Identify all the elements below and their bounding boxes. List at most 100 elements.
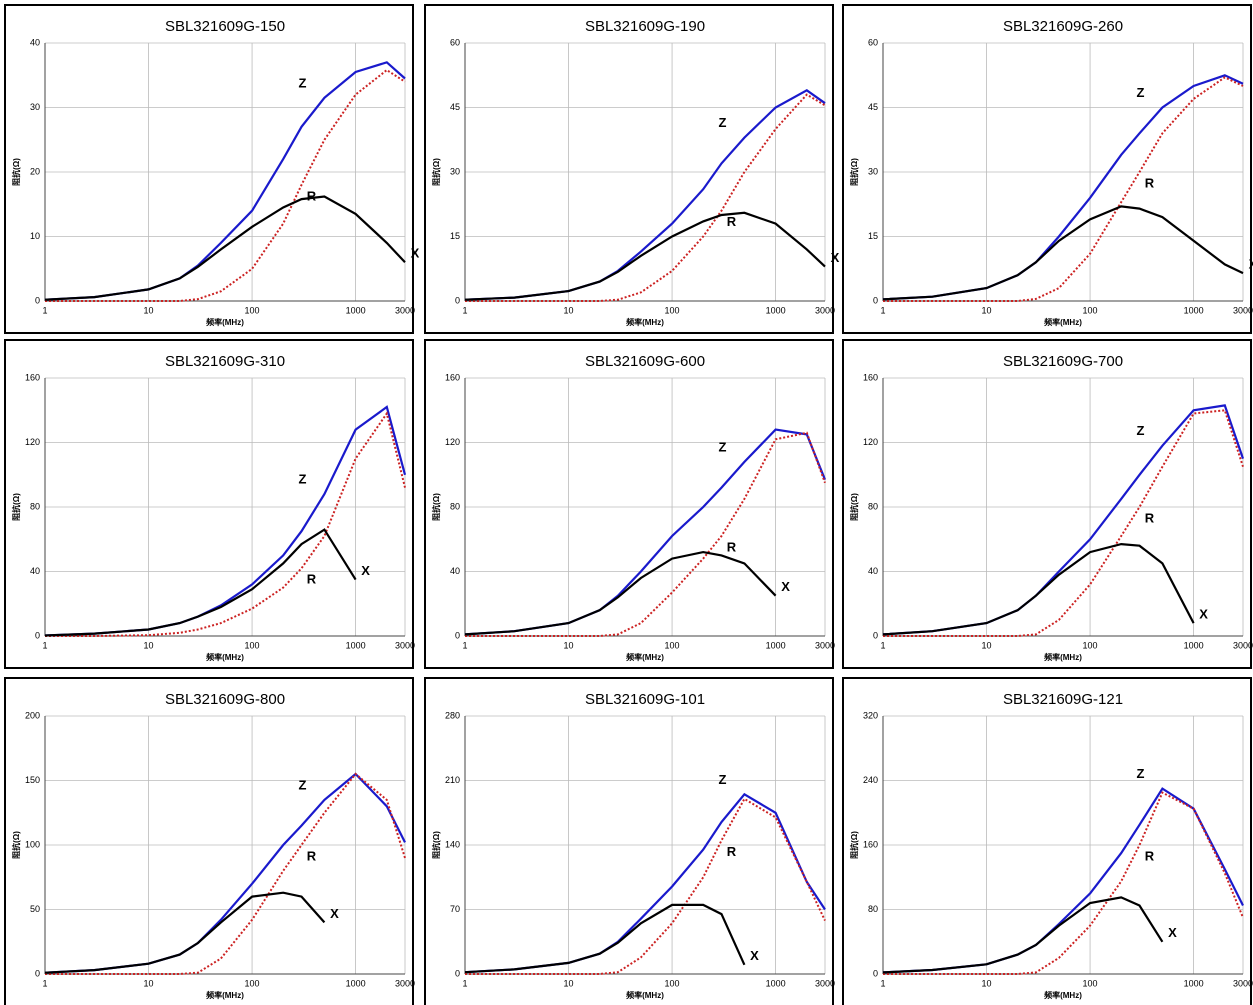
- chart-panel: SBL321609G-150 0 10 20 30 40 1 10 100 1000 3000 频率(…: [4, 4, 420, 334]
- series-line: [882, 205, 1244, 301]
- x-axis-label: 频率(MHz): [206, 990, 244, 1000]
- x-tick-label: 100: [1083, 305, 1098, 315]
- y-tick-label: 80: [30, 501, 40, 511]
- y-tick-label: 210: [445, 775, 460, 785]
- y-tick-label: 30: [30, 102, 40, 112]
- x-tick-label: 1000: [1184, 640, 1204, 650]
- series-label: Z: [298, 472, 306, 487]
- y-axis-label: 阻抗(Ω): [11, 158, 21, 186]
- x-tick-label: 1: [880, 305, 885, 315]
- x-tick-label: 10: [144, 640, 154, 650]
- x-tick-label: 10: [564, 978, 574, 988]
- y-tick-label: 45: [450, 102, 460, 112]
- panel-border: [4, 339, 414, 669]
- x-tick-label: 10: [982, 640, 992, 650]
- series-label: R: [1145, 510, 1155, 525]
- series-label: X: [781, 579, 790, 594]
- x-tick-label: 1000: [766, 978, 786, 988]
- x-tick-label: 1: [42, 305, 47, 315]
- x-tick-label: 1000: [346, 978, 366, 988]
- x-tick-label: 3000: [1233, 640, 1253, 650]
- y-tick-label: 50: [30, 904, 40, 914]
- y-tick-label: 0: [455, 630, 460, 640]
- y-tick-label: 15: [450, 231, 460, 241]
- y-tick-label: 45: [868, 102, 878, 112]
- y-axis-label: 阻抗(Ω): [431, 158, 441, 186]
- series-label: X: [1168, 925, 1177, 940]
- y-tick-label: 0: [35, 295, 40, 305]
- x-tick-label: 1: [462, 978, 467, 988]
- panel-border: [842, 339, 1252, 669]
- y-axis-label: 阻抗(Ω): [11, 493, 21, 521]
- y-tick-label: 120: [25, 437, 40, 447]
- y-tick-label: 240: [863, 775, 878, 785]
- chart-title: SBL321609G-800: [165, 691, 285, 708]
- x-tick-label: 3000: [395, 305, 415, 315]
- series-label: R: [307, 572, 317, 587]
- series-line: [464, 211, 826, 301]
- y-tick-label: 0: [35, 968, 40, 978]
- y-tick-label: 40: [450, 566, 460, 576]
- x-tick-label: 1000: [1184, 305, 1204, 315]
- y-tick-label: 40: [30, 566, 40, 576]
- series-line: [465, 93, 826, 302]
- y-tick-label: 10: [30, 231, 40, 241]
- series-label: R: [307, 848, 317, 863]
- y-tick-label: 80: [868, 904, 878, 914]
- chart-title: SBL321609G-700: [1003, 353, 1123, 370]
- chart-panel: SBL321609G-700 0 40 80 120 160 1 10 100 1000 3000 频…: [842, 339, 1253, 669]
- x-tick-label: 1: [462, 305, 467, 315]
- chart-title: SBL321609G-150: [165, 18, 285, 35]
- series-line: [882, 542, 1195, 636]
- y-tick-label: 40: [868, 566, 878, 576]
- x-tick-label: 10: [144, 305, 154, 315]
- series-line: [882, 896, 1164, 974]
- x-tick-label: 10: [564, 305, 574, 315]
- series-line: [464, 428, 827, 636]
- series-line: [44, 528, 357, 637]
- x-tick-label: 100: [245, 978, 260, 988]
- y-tick-label: 100: [25, 839, 40, 849]
- x-tick-label: 1000: [766, 640, 786, 650]
- y-tick-label: 120: [445, 437, 460, 447]
- y-axis-label: 阻抗(Ω): [849, 831, 859, 859]
- y-tick-label: 80: [868, 501, 878, 511]
- x-tick-label: 10: [982, 305, 992, 315]
- x-tick-label: 10: [144, 978, 154, 988]
- panel-border: [424, 677, 834, 1005]
- series-label: X: [1249, 256, 1253, 271]
- x-axis-label: 频率(MHz): [1044, 990, 1082, 1000]
- panel-border: [4, 4, 414, 334]
- series-label: R: [1145, 848, 1155, 863]
- series-line: [465, 431, 826, 637]
- y-tick-label: 200: [25, 710, 40, 720]
- series-line: [464, 89, 826, 301]
- series-line: [883, 76, 1244, 302]
- panel-border: [4, 677, 414, 1005]
- series-label: X: [750, 948, 759, 963]
- x-axis-label: 频率(MHz): [1044, 317, 1082, 327]
- chart-panel: SBL321609G-190 0 15 30 45 60 1 10 100 1000 3000 频率(…: [424, 4, 840, 334]
- y-axis-label: 阻抗(Ω): [849, 493, 859, 521]
- series-label: X: [330, 906, 339, 921]
- x-tick-label: 1: [42, 978, 47, 988]
- y-tick-label: 160: [863, 839, 878, 849]
- y-tick-label: 0: [35, 630, 40, 640]
- series-label: X: [831, 250, 840, 265]
- chart-panel: SBL321609G-121 0 80 160 240 320 1 10 100 1000 3000…: [842, 677, 1253, 1005]
- x-tick-label: 100: [245, 640, 260, 650]
- y-tick-label: 60: [450, 37, 460, 47]
- series-line: [882, 404, 1245, 636]
- panel-border: [424, 4, 834, 334]
- x-tick-label: 3000: [1233, 978, 1253, 988]
- x-axis-label: 频率(MHz): [626, 317, 664, 327]
- x-tick-label: 100: [1083, 978, 1098, 988]
- x-tick-label: 3000: [815, 978, 835, 988]
- y-tick-label: 320: [863, 710, 878, 720]
- y-tick-label: 140: [445, 839, 460, 849]
- x-tick-label: 1: [880, 978, 885, 988]
- x-tick-label: 3000: [395, 640, 415, 650]
- x-tick-label: 3000: [815, 305, 835, 315]
- series-label: X: [411, 246, 420, 261]
- series-line: [883, 409, 1244, 637]
